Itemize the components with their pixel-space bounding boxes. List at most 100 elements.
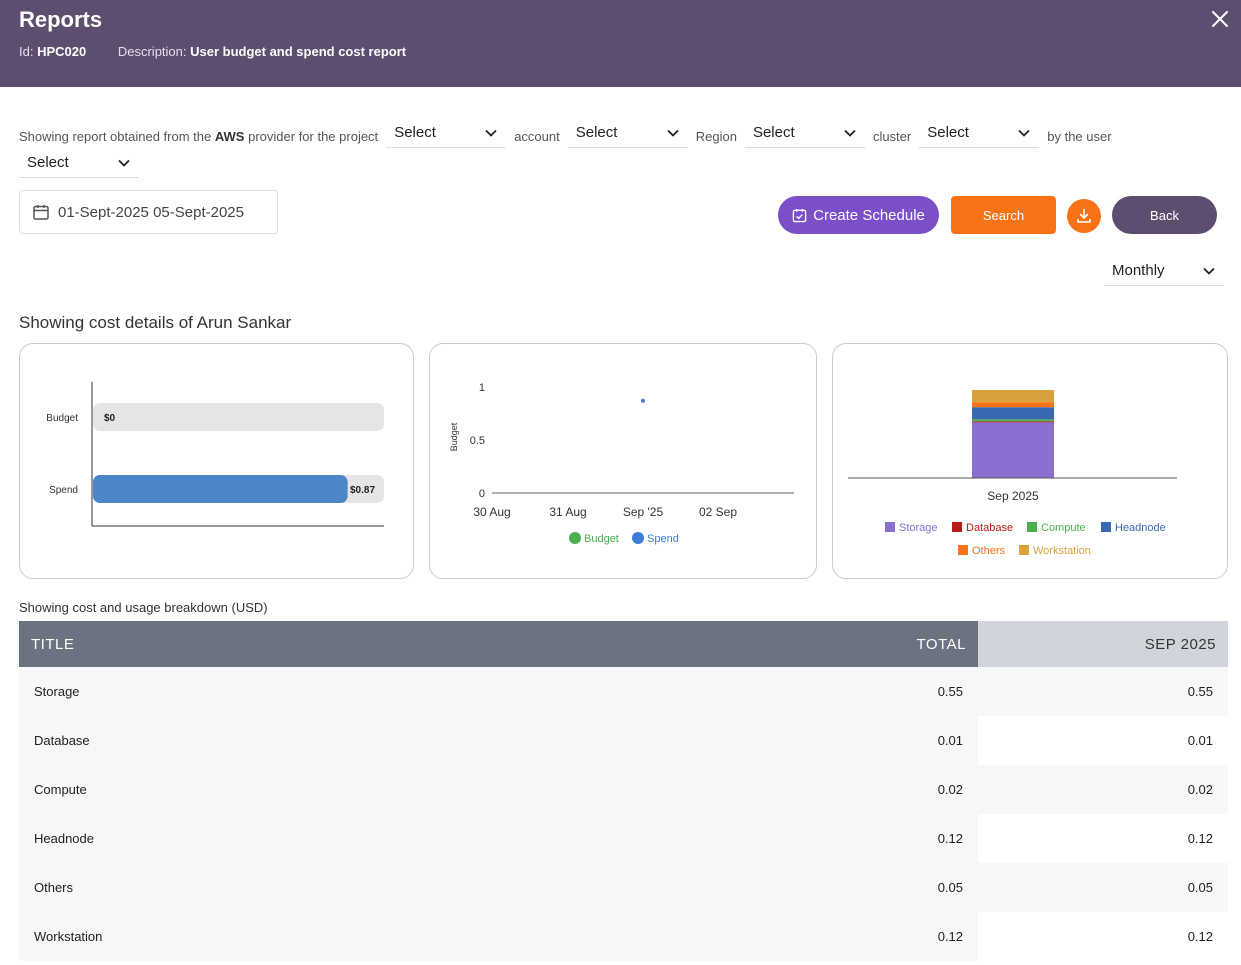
legend-compute-swatch <box>1027 522 1037 532</box>
page-title: Reports <box>19 7 103 32</box>
date-start: 01-Sept-2025 <box>58 203 149 221</box>
user-select[interactable]: Select <box>19 148 139 178</box>
chevron-down-icon <box>118 159 130 167</box>
x-tick-31-aug: 31 Aug <box>549 505 586 519</box>
legend-spend-marker <box>632 532 644 544</box>
provider-name: AWS <box>214 129 245 144</box>
category-breakdown-chart: Sep 2025 Storage Database Compute Headno… <box>848 390 1177 557</box>
row-month: 0.12 <box>978 912 1228 961</box>
row-month: 0.02 <box>978 765 1228 814</box>
calendar-check-icon <box>792 208 807 222</box>
legend: Storage Database Compute Headnode Others… <box>885 522 1166 557</box>
trend-chart: Budget 1 0.5 0 30 Aug 31 Aug Sep '25 02 … <box>449 382 794 545</box>
row-title: Storage <box>34 684 80 699</box>
y-tick-1: 1 <box>479 382 485 394</box>
category-label-budget: Budget <box>46 413 78 424</box>
column-header-title: TITLE TOTAL <box>19 621 978 667</box>
stack-segment-compute <box>972 419 1054 422</box>
cluster-select[interactable]: Select <box>919 118 1040 148</box>
breakdown-unit: (USD) <box>231 600 268 615</box>
row-total: 0.02 <box>937 782 963 797</box>
x-tick-30-aug: 30 Aug <box>473 505 510 519</box>
legend-budget-marker <box>569 532 581 544</box>
category-label-spend: Spend <box>49 485 78 496</box>
breakdown-title: Showing cost and usage breakdown (USD) <box>19 600 268 615</box>
close-icon[interactable] <box>1211 10 1229 28</box>
report-meta: Id: HPC020 Description: User budget and … <box>19 44 406 59</box>
table-row: Workstation 0.12 0.12 <box>19 912 1228 961</box>
chevron-down-icon <box>485 129 497 137</box>
table-row: Storage 0.55 0.55 <box>19 667 1228 716</box>
filter-text: Showing report obtained from the AWS pro… <box>19 129 379 144</box>
download-button[interactable] <box>1067 199 1101 233</box>
legend-compute-label: Compute <box>1041 522 1086 534</box>
stack-segment-storage <box>972 422 1054 478</box>
account-label: account <box>514 129 560 144</box>
column-header-total: TOTAL <box>916 635 966 653</box>
table-row: Database 0.01 0.01 <box>19 716 1228 765</box>
row-month: 0.01 <box>978 716 1228 765</box>
x-tick-sep-2025: Sep 2025 <box>987 489 1039 503</box>
legend-others-swatch <box>958 545 968 555</box>
category-breakdown-card: Sep 2025 Storage Database Compute Headno… <box>832 343 1228 579</box>
table-row: Others 0.05 0.05 <box>19 863 1228 912</box>
section-title: Showing cost details of Arun Sankar <box>19 313 292 332</box>
x-tick-02-sep: 02 Sep <box>699 505 737 519</box>
legend-workstation-label: Workstation <box>1033 545 1091 557</box>
trend-card: Budget 1 0.5 0 30 Aug 31 Aug Sep '25 02 … <box>429 343 817 579</box>
spend-value-label: $0.87 <box>350 485 375 496</box>
description-label: Description: <box>117 44 187 59</box>
back-button[interactable]: Back <box>1112 196 1217 234</box>
report-filters: Showing report obtained from the AWS pro… <box>19 118 1229 178</box>
x-tick-sep-25: Sep '25 <box>623 505 664 519</box>
legend-spend-label: Spend <box>647 533 679 545</box>
create-schedule-button[interactable]: Create Schedule <box>778 196 939 234</box>
legend-storage-label: Storage <box>899 522 938 534</box>
account-select[interactable]: Select <box>567 118 688 148</box>
row-title: Others <box>34 880 74 895</box>
table-header: TITLE TOTAL SEP 2025 <box>19 621 1228 667</box>
report-header: Reports Id: HPC020 Description: User bud… <box>0 0 1241 87</box>
row-title: Headnode <box>34 831 94 846</box>
description-value: User budget and spend cost report <box>190 44 407 59</box>
row-title: Compute <box>34 782 87 797</box>
row-total: 0.12 <box>937 929 963 944</box>
chevron-down-icon <box>1018 129 1030 137</box>
budget-bar-track <box>93 403 384 431</box>
region-label: Region <box>695 129 737 144</box>
legend-headnode-swatch <box>1101 522 1111 532</box>
column-header-month: SEP 2025 <box>978 621 1228 667</box>
spend-point <box>641 398 645 403</box>
cost-breakdown-table: TITLE TOTAL SEP 2025 Storage 0.55 0.55 Da… <box>19 621 1228 961</box>
budget-spend-chart: Budget Spend $0 $0.87 <box>46 382 384 527</box>
date-end: 05-Sept-2025 <box>153 203 244 221</box>
id-label: Id: <box>19 44 34 59</box>
y-axis-label: Budget <box>449 422 459 451</box>
row-total: 0.01 <box>937 733 963 748</box>
row-title: Workstation <box>34 929 103 944</box>
spend-bar <box>93 475 348 503</box>
legend-others-label: Others <box>972 545 1006 557</box>
download-icon <box>1077 208 1091 223</box>
date-range-picker[interactable]: 01-Sept-2025 05-Sept-2025 <box>19 190 278 234</box>
legend-database-label: Database <box>966 522 1013 534</box>
search-button[interactable]: Search <box>951 196 1056 234</box>
row-month: 0.05 <box>978 863 1228 912</box>
budget-spend-card: Budget Spend $0 $0.87 <box>19 343 414 579</box>
legend-storage-swatch <box>885 522 895 532</box>
budget-value-label: $0 <box>104 413 116 424</box>
chevron-down-icon <box>1203 267 1215 275</box>
cluster-label: cluster <box>872 129 912 144</box>
legend-workstation-swatch <box>1019 545 1029 555</box>
id-value: HPC020 <box>37 44 87 59</box>
region-select[interactable]: Select <box>744 118 865 148</box>
project-select[interactable]: Select <box>386 118 507 148</box>
stack-segment-headnode <box>972 407 1054 420</box>
period-select[interactable]: Monthly <box>1104 256 1224 286</box>
legend-database-swatch <box>952 522 962 532</box>
stack-segment-others <box>972 402 1054 408</box>
y-tick-0: 0 <box>479 488 485 500</box>
stacked-bar <box>972 390 1054 478</box>
user-label: by the user <box>1047 129 1112 144</box>
y-tick-0-5: 0.5 <box>470 435 485 447</box>
